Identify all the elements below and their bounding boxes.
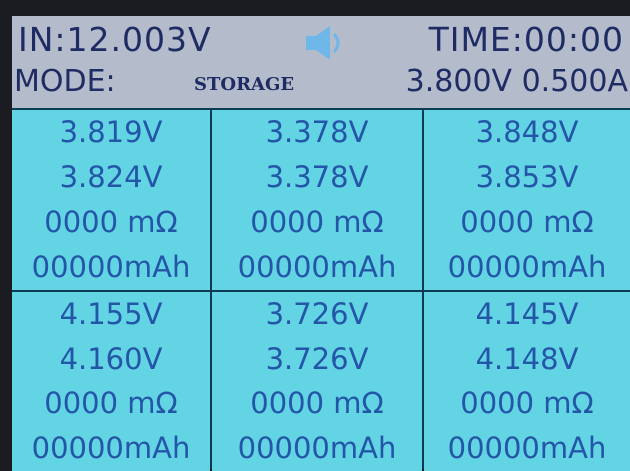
time: TIME:00:00 (429, 20, 624, 59)
resistance: 0000 mΩ (250, 389, 383, 418)
voltage: 3.819V (60, 118, 163, 147)
battery-cell: 3.378V 3.378V 0000 mΩ 00000mAh (212, 110, 422, 290)
voltage: 3.726V (266, 300, 369, 329)
voltage: 3.848V (476, 118, 579, 147)
voltage: 4.155V (60, 300, 163, 329)
charge-setting: 3.800V 0.500A (406, 64, 628, 99)
mode: STORAGE (194, 74, 294, 95)
input-voltage: IN:12.003V (18, 20, 212, 59)
battery-cell: 3.819V 3.824V 0000 mΩ 00000mAh (12, 110, 210, 290)
charger-screen: IN:12.003V TIME:00:00 MODE: STORAGE 3.80… (12, 16, 630, 469)
capacity: 00000mAh (32, 253, 191, 282)
cell-grid: 3.819V 3.824V 0000 mΩ 00000mAh 3.378V 3.378V 0… (12, 110, 630, 469)
capacity: 00000mAh (238, 253, 397, 282)
page: {"header": {"input": "IN:12.003V", "time… (0, 0, 630, 469)
voltage-2: 3.824V (60, 163, 163, 192)
mode-label: MODE: (14, 64, 116, 99)
capacity: 00000mAh (448, 253, 607, 282)
resistance: 0000 mΩ (250, 208, 383, 237)
capacity: 00000mAh (238, 434, 397, 463)
battery-cell: 4.155V 4.160V 0000 mΩ 00000mAh (12, 292, 210, 471)
speaker-icon (302, 24, 346, 62)
voltage: 3.378V (266, 118, 369, 147)
capacity: 00000mAh (32, 434, 191, 463)
battery-cell: 3.848V 3.853V 0000 mΩ 00000mAh (424, 110, 630, 290)
battery-cell: 4.145V 4.148V 0000 mΩ 00000mAh (424, 292, 630, 471)
voltage-2: 3.378V (266, 163, 369, 192)
voltage-2: 3.726V (266, 345, 369, 374)
battery-cell: 3.726V 3.726V 0000 mΩ 00000mAh (212, 292, 422, 471)
voltage-2: 4.160V (60, 345, 163, 374)
resistance: 0000 mΩ (44, 389, 177, 418)
status-header: IN:12.003V TIME:00:00 MODE: STORAGE 3.80… (12, 16, 630, 108)
resistance: 0000 mΩ (460, 208, 593, 237)
voltage: 4.145V (476, 300, 579, 329)
resistance: 0000 mΩ (44, 208, 177, 237)
voltage-2: 4.148V (476, 345, 579, 374)
voltage-2: 3.853V (476, 163, 579, 192)
resistance: 0000 mΩ (460, 389, 593, 418)
capacity: 00000mAh (448, 434, 607, 463)
